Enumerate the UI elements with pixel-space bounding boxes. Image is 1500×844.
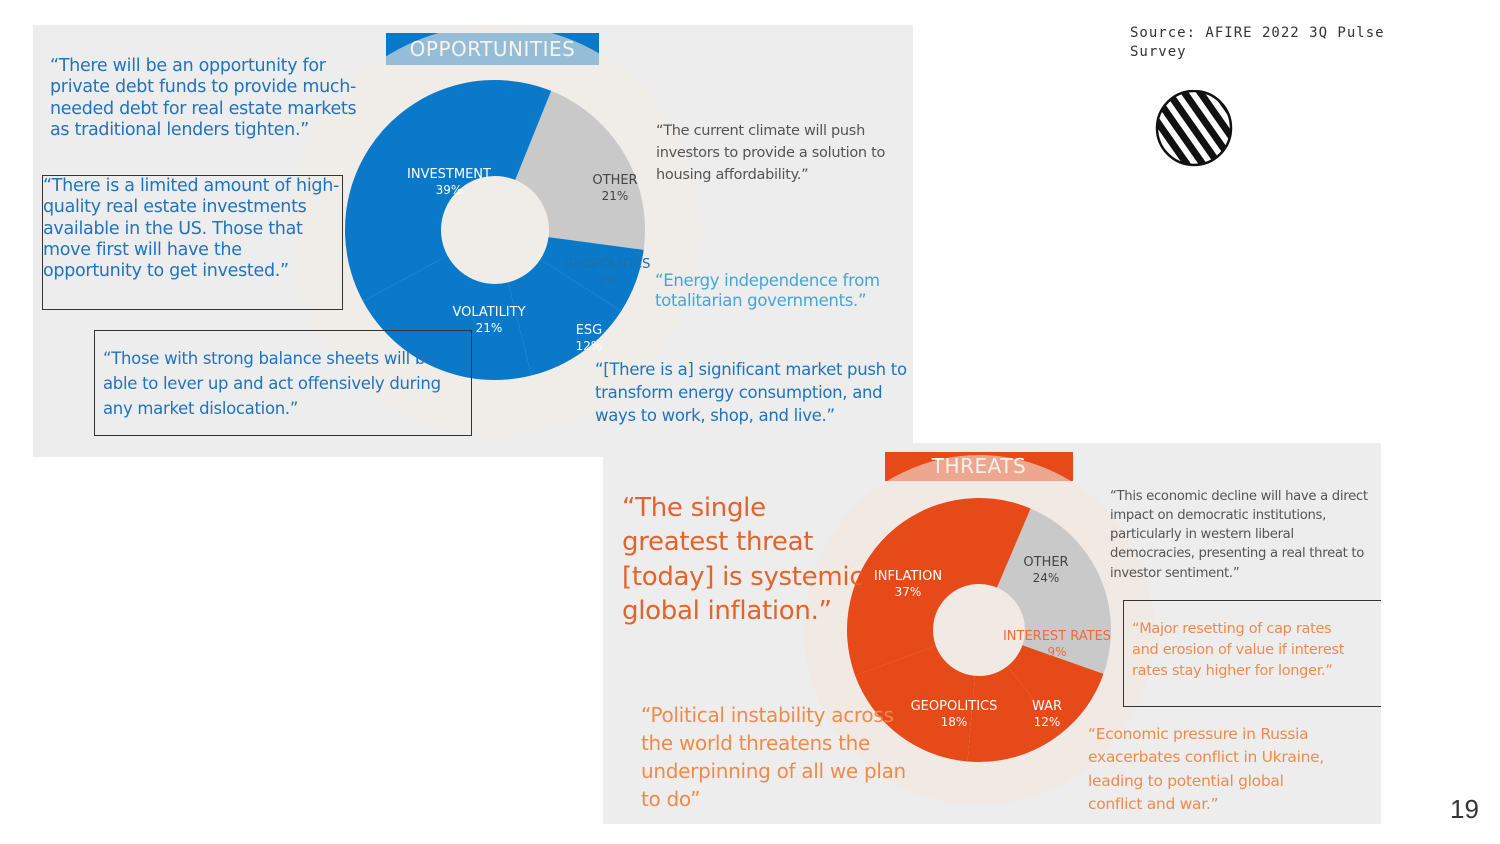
opportunities-slice-esg — [508, 259, 622, 376]
opportunities-label-esg: ESG — [576, 323, 603, 338]
opportunities-label-other: OTHER — [592, 173, 637, 188]
page-number: 19 — [1450, 794, 1479, 824]
threat-quote-cap-rates: “Major resetting of cap rates and erosio… — [1123, 600, 1381, 707]
opportunities-label-investment: INVESTMENT — [407, 167, 491, 182]
opportunities-value-other: 21% — [602, 189, 629, 203]
opportunities-panel: OPPORTUNITIES OTHER21%GEOPOLITICS7%ESG12… — [33, 25, 913, 457]
threats-label-other: OTHER — [1023, 555, 1068, 570]
opportunities-donut-chart: OTHER21%GEOPOLITICS7%ESG12%VOLATILITY21%… — [290, 25, 700, 435]
opportunities-value-esg: 12% — [576, 339, 603, 353]
opportunities-value-investment: 39% — [436, 183, 463, 197]
striped-globe-icon — [1155, 90, 1233, 167]
opportunity-quote-energy-independence: “Energy independence from totalitarian g… — [655, 271, 880, 311]
threats-label-inflation: INFLATION — [874, 569, 942, 584]
threats-label-geopolitics: GEOPOLITICS — [911, 699, 998, 714]
threat-quote-inflation: “The single greatest threat [today] is s… — [622, 493, 864, 626]
opportunity-quote-housing: “The current climate will push investors… — [656, 123, 886, 183]
opportunities-label-geopolitics: GEOPOLITICS — [564, 257, 651, 272]
threats-value-geopolitics: 18% — [941, 715, 968, 729]
threats-label-interest-rates: INTEREST RATES — [1003, 629, 1111, 644]
opportunities-label-volatility: VOLATILITY — [452, 305, 525, 320]
opportunities-value-geopolitics: 7% — [597, 273, 616, 287]
threats-slice-interest-rates — [1007, 645, 1104, 734]
opportunity-quote-energy-transform: “[There is a] significant market push to… — [595, 360, 907, 426]
opportunities-value-volatility: 21% — [476, 321, 503, 335]
threats-value-other: 24% — [1033, 571, 1060, 585]
threat-quote-political-instability: “Political instability across the world … — [641, 703, 906, 811]
opportunity-quote-private-debt: “There will be an opportunity for privat… — [50, 56, 357, 141]
source-note: Source: AFIRE 2022 3Q Pulse Survey — [1130, 25, 1385, 60]
opportunity-quote-strong-balance: “Those with strong balance sheets will b… — [94, 330, 472, 436]
opportunity-quote-limited-investments: “There is a limited amount of high-quali… — [42, 175, 343, 310]
threats-slice-war — [967, 666, 1061, 762]
threats-slice-other — [996, 508, 1111, 674]
opportunities-slice-investment — [345, 80, 552, 302]
threats-value-inflation: 37% — [895, 585, 922, 599]
opportunities-slice-other — [515, 90, 645, 250]
threat-quote-russia: “Economic pressure in Russia exacerbates… — [1088, 725, 1324, 813]
threats-slice-geopolitics — [855, 645, 975, 762]
threats-value-interest-rates: 9% — [1047, 645, 1066, 659]
opportunities-slice-geopolitics — [540, 237, 644, 312]
threats-value-war: 12% — [1034, 715, 1061, 729]
threats-label-war: WAR — [1032, 699, 1062, 714]
threat-quote-economic-decline: “This economic decline will have a direc… — [1110, 489, 1368, 581]
opportunities-slice-volatility — [363, 255, 532, 381]
threats-slice-inflation — [847, 498, 1031, 676]
